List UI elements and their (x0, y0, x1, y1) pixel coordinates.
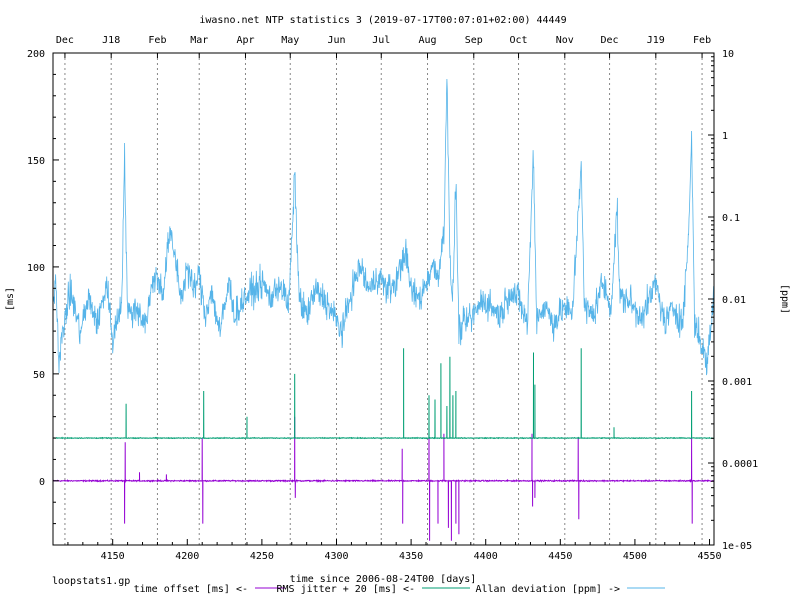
month-label: Nov (556, 35, 574, 46)
chart-title: iwasno.net NTP statistics 3 (2019-07-17T… (199, 15, 566, 26)
month-label: Aug (418, 35, 436, 46)
y-tick-label: 0 (39, 477, 45, 488)
x-tick-label: 4300 (324, 551, 348, 562)
month-label: Feb (693, 35, 711, 46)
month-label: Feb (148, 35, 166, 46)
x-tick-label: 4250 (250, 551, 274, 562)
legend-label-1: RMS jitter + 20 [ms] <- (277, 584, 415, 595)
month-label: J19 (647, 35, 665, 46)
label-layer: Dec J18 Feb Mar Apr May Jun Jul Aug Sep Oct Nov Dec J… (27, 35, 758, 562)
x-tick-label: 4400 (474, 551, 498, 562)
series-line-2 (52, 78, 714, 376)
x-tick-label: 4550 (697, 551, 721, 562)
y2-tick-label: 1e-05 (722, 541, 752, 552)
series-line-1 (52, 348, 715, 440)
tick-layer (52, 52, 714, 546)
x-tick-label: 4200 (175, 551, 199, 562)
x-tick-label: 4150 (101, 551, 125, 562)
footer-script-name: loopstats1.gp (52, 576, 130, 587)
legend-label-2: Allan deviation [ppm] -> (476, 584, 621, 595)
y2-tick-label: 1 (722, 131, 728, 142)
y-axis-label: [ms] (5, 287, 16, 311)
y2-tick-label: 0.0001 (722, 459, 758, 470)
x-tick-label: 4450 (548, 551, 572, 562)
y2-tick-label: 0.001 (722, 377, 752, 388)
y-tick-label: 100 (27, 263, 45, 274)
y2-tick-label: 0.01 (722, 295, 746, 306)
series-line-0 (52, 416, 715, 541)
x-axis-label: time since 2006-08-24T00 [days] (290, 574, 477, 585)
y-tick-label: 200 (27, 49, 45, 60)
month-label: Dec (601, 35, 619, 46)
y2-axis-label: [ppm] (779, 284, 790, 314)
month-label: Apr (236, 35, 254, 46)
month-label: Mar (190, 35, 208, 46)
x-tick-label: 4500 (623, 551, 647, 562)
y2-tick-label: 10 (722, 49, 734, 60)
plot-frame (52, 52, 715, 546)
month-label: Sep (465, 35, 483, 46)
y2-tick-label: 0.1 (722, 213, 740, 224)
x-tick-label: 4350 (399, 551, 423, 562)
legend-label-0: time offset [ms] <- (134, 584, 248, 595)
month-label: May (281, 35, 299, 46)
y-tick-label: 50 (33, 370, 45, 381)
series-layer (52, 78, 715, 541)
grid-layer (64, 53, 703, 545)
month-label: J18 (102, 35, 120, 46)
y-tick-label: 150 (27, 156, 45, 167)
month-label: Jun (327, 35, 345, 46)
month-label: Jul (372, 35, 390, 46)
month-label: Oct (510, 35, 528, 46)
month-label: Dec (56, 35, 74, 46)
legend: time offset [ms] <- RMS jitter + 20 [ms] … (134, 584, 665, 595)
